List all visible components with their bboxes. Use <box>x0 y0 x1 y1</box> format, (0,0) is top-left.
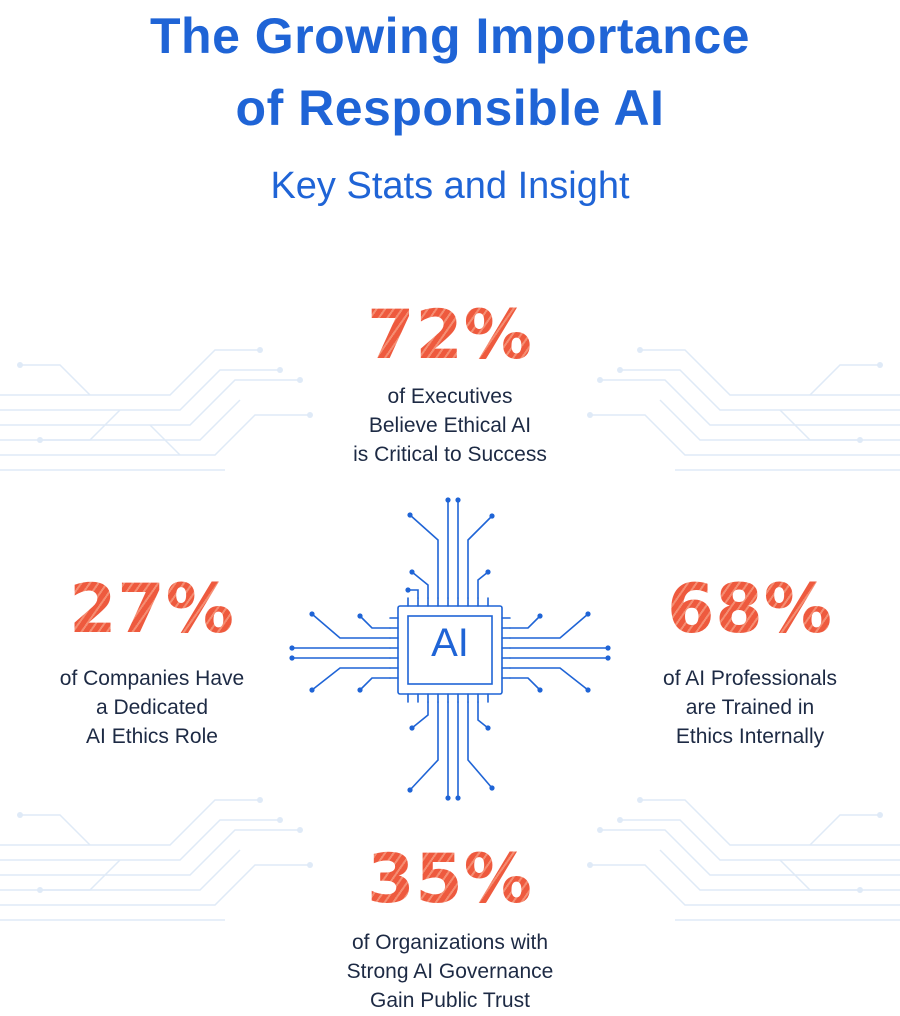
ai-chip-icon <box>289 497 611 801</box>
stat-value: 68% <box>620 572 880 648</box>
stat-description-line: Gain Public Trust <box>370 989 530 1012</box>
chip-inner-frame <box>407 615 493 685</box>
stat-ai-professionals: 68% of AI Professionals are Trained in E… <box>620 572 880 751</box>
page-subtitle: Key Stats and Insight <box>270 165 630 207</box>
stat-executives: 72% of Executives Believe Ethical AI is … <box>300 298 600 469</box>
stat-description-line: Ethics Internally <box>675 725 825 748</box>
stat-value: 27% <box>22 572 282 648</box>
page-title: The Growing Importance of Responsible AI <box>0 0 900 144</box>
stat-description-line: AI Ethics Role <box>86 725 218 748</box>
chip-outer-frame <box>397 605 503 695</box>
stat-description-line: Strong AI Governance <box>346 960 554 983</box>
stat-description: of Companies Have a Dedicated AI Ethics … <box>22 664 282 751</box>
stat-description-line: of Organizations with <box>351 931 549 954</box>
stat-description: of Executives Believe Ethical AI is Crit… <box>300 382 600 469</box>
page-title-line-2: of Responsible AI <box>235 80 665 136</box>
stat-description-line: is Critical to Success <box>353 443 547 466</box>
chip-label: AI <box>431 621 469 665</box>
stat-value: 35% <box>300 842 600 918</box>
stat-description: of AI Professionals are Trained in Ethic… <box>620 664 880 751</box>
stat-companies: 27% of Companies Have a Dedicated AI Eth… <box>22 572 282 751</box>
page-title-line-1: The Growing Importance <box>150 8 750 64</box>
stat-description-line: of Executives <box>387 385 513 408</box>
stat-description-line: are Trained in <box>685 696 815 719</box>
stat-description: of Organizations with Strong AI Governan… <box>300 928 600 1015</box>
stat-description-line: Believe Ethical AI <box>368 414 532 437</box>
stat-description-line: a Dedicated <box>95 696 209 719</box>
stat-organizations: 35% of Organizations with Strong AI Gove… <box>300 842 600 1015</box>
stat-description-line: of AI Professionals <box>663 667 837 690</box>
stat-value: 72% <box>300 298 600 374</box>
stat-description-line: of Companies Have <box>59 667 245 690</box>
